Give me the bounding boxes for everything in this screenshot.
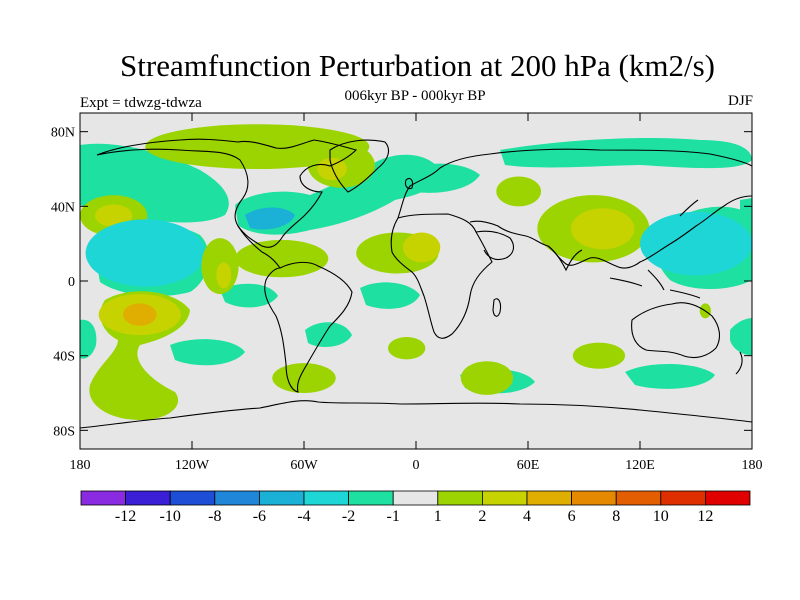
coastline-central-america [237,225,281,269]
y-tick-label-4: 80S [53,424,75,439]
colorbar-swatch-6 [348,490,394,506]
coastline-antarctica [80,400,752,429]
coastline-new-zealand [735,351,743,375]
x-tick-label-4: 60E [517,458,540,473]
colorbar-swatch-12 [615,490,662,506]
contour-blob-18 [388,337,426,360]
x-tick-label-1: 120W [175,458,210,473]
contour-blob-13 [570,208,635,250]
coastline-south-america [264,261,353,393]
contour-region-southern-ocean-cyan-c [625,364,715,389]
colorbar-label-5: -2 [341,508,356,525]
contour-blob-10 [402,232,441,263]
colorbar-label-4: -4 [297,508,311,525]
colorbar-label-8: 2 [478,508,487,525]
contour-region-west-edge-cyan [80,319,97,359]
coastline-australia [631,302,721,359]
contour-region-east-edge-cyan [740,198,752,225]
colorbar-swatch-5 [303,490,349,506]
coastline-uk [404,177,414,190]
colorbar-label-10: 6 [567,508,576,525]
colorbar-label-0: -12 [114,508,137,525]
colorbar-label-2: -8 [208,508,222,525]
coastline-layer [80,138,752,429]
coastline-indonesia [609,269,701,299]
contour-region-south-america-cyan [305,322,352,347]
colorbar-swatch-13 [660,490,706,506]
colorbar-label-12: 10 [652,508,669,525]
colorbar-label-6: -1 [386,508,400,525]
contour-layer [80,138,752,420]
colorbar-swatch-1 [125,490,171,506]
x-tick-label-2: 60W [290,458,318,473]
colorbar-label-9: 4 [523,508,531,525]
colorbar-swatch-0 [80,490,126,506]
contour-blob-17 [272,363,336,394]
x-tick-label-5: 120E [625,458,655,473]
coastline-japan [679,199,699,217]
contour-region-southern-ocean-cyan-a [170,339,245,366]
contour-blob-5 [85,219,206,287]
coastline-madagascar [492,298,502,317]
experiment-label: Expt = tdwzg-tdwza [80,95,202,111]
contour-region-indian-ocean-cyan [220,283,278,308]
colorbar-label-7: 1 [433,508,442,525]
coastline-africa [390,213,493,339]
contour-blob-layer [80,124,752,395]
x-tick-label-6: 180 [742,458,763,473]
coastline-greenland [329,139,390,193]
x-tick-label-3: 0 [413,458,420,473]
figure-subtitle: 006kyr BP - 000kyr BP [344,88,486,104]
coastline-eurasia [397,148,752,269]
y-tick-label-0: 80N [51,126,75,141]
figure-title: Streamfunction Perturbation at 200 hPa (… [120,48,715,83]
contour-blob-7 [216,262,232,289]
contour-region-atlantic-cyan-core [245,207,295,230]
colorbar-label-11: 8 [612,508,621,525]
colorbar-swatch-4 [258,490,305,506]
colorbar-swatch-8 [437,490,483,506]
colorbar-swatch-10 [526,490,572,506]
colorbar-swatch-9 [481,490,528,506]
contour-blob-2 [317,157,347,181]
contour-blob-16 [122,303,157,326]
x-tick-label-0: 180 [70,458,91,473]
axis-layer: 80N 40N 0 40S 80S 180 120W 60W 0 60E 120E 180 [51,113,763,473]
colorbar [80,490,751,506]
colorbar-swatch-11 [571,490,617,506]
colorbar-swatch-3 [214,490,260,506]
contour-region-southeast-cyan [730,318,752,356]
contour-region-south-atlantic-cyan [360,282,420,309]
coastline-north-america [96,138,358,248]
y-tick-label-3: 40S [53,350,75,365]
colorbar-swatch-7 [392,490,439,506]
colorbar-label-13: 12 [697,508,714,525]
colorbar-label-1: -10 [159,508,181,525]
colorbar-label-3: -6 [252,508,267,525]
colorbar-swatch-14 [705,490,751,506]
y-tick-label-2: 0 [68,275,75,290]
y-tick-label-1: 40N [51,200,75,215]
contour-region-arctic-cyan [500,138,752,169]
colorbar-swatch-2 [169,490,216,506]
contour-blob-8 [234,239,329,278]
coastline-india [547,245,583,272]
contour-region-europe-cyan [400,163,480,193]
contour-blob-4 [94,204,133,227]
contour-blob-19 [460,361,514,395]
contour-blob-11 [496,176,542,207]
contour-blob-14 [640,211,752,276]
coastline-arabia [475,230,515,261]
season-label: DJF [727,93,753,109]
contour-blob-20 [572,342,626,369]
